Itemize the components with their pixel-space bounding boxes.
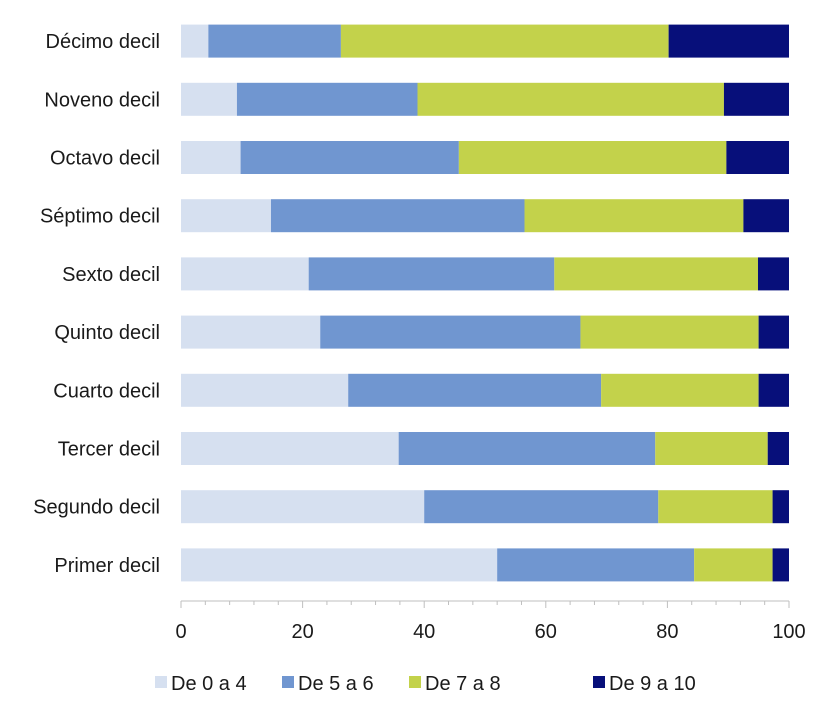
bar-segment	[668, 24, 789, 58]
bar-segment	[181, 199, 271, 233]
bar-segment	[772, 548, 789, 582]
bar-segment	[270, 199, 525, 233]
legend: De 0 a 4 De 5 a 6 De 7 a 8 De 9 a 10	[155, 673, 696, 695]
legend-label: De 9 a 10	[609, 673, 696, 695]
legend-item: De 7 a 8	[409, 673, 501, 695]
bar-segment	[723, 82, 789, 116]
legend-item: De 0 a 4	[155, 673, 247, 695]
bar-segment	[497, 548, 695, 582]
bar-segment	[524, 199, 744, 233]
bar-segment	[181, 432, 399, 465]
bar-segment	[240, 141, 459, 174]
x-tick-label: 60	[535, 621, 557, 643]
bar-segment	[340, 24, 669, 58]
bar-segment	[743, 199, 789, 233]
category-label: Décimo decil	[46, 31, 160, 53]
category-label: Séptimo decil	[40, 206, 160, 228]
category-label: Segundo decil	[33, 497, 160, 519]
bar-segment	[601, 373, 759, 407]
bar-segment	[758, 373, 789, 407]
legend-swatch	[409, 676, 421, 688]
bar-segment	[694, 548, 773, 582]
x-tick-label: 0	[175, 621, 186, 643]
bar-segment	[655, 432, 768, 465]
x-tick-label: 40	[413, 621, 435, 643]
bar-segment	[772, 490, 789, 524]
bar-segment	[181, 490, 425, 524]
x-axis: 0 20 40 60 80 100	[175, 600, 806, 643]
bar-segment	[726, 141, 789, 174]
bar-segment	[181, 82, 237, 116]
bar-segment	[580, 315, 759, 349]
category-label: Tercer decil	[58, 439, 160, 461]
bar-segment	[208, 24, 341, 58]
bar-segment	[348, 373, 602, 407]
bar-segment	[767, 432, 789, 465]
legend-label: De 5 a 6	[298, 673, 374, 695]
bar-segment	[758, 315, 789, 349]
bar-segment	[181, 24, 209, 58]
legend-item: De 9 a 10	[593, 673, 696, 695]
bars-area	[181, 24, 789, 582]
bar-segment	[398, 432, 656, 465]
x-tick-label: 20	[291, 621, 313, 643]
legend-label: De 7 a 8	[425, 673, 501, 695]
x-tick-label: 100	[772, 621, 805, 643]
category-label: Quinto decil	[54, 322, 160, 344]
bar-segment	[424, 490, 659, 524]
bar-segment	[554, 257, 758, 291]
legend-swatch	[155, 676, 167, 688]
bar-segment	[181, 548, 498, 582]
bar-segment	[757, 257, 789, 291]
bar-segment	[417, 82, 724, 116]
bar-segment	[181, 141, 241, 174]
bar-segment	[658, 490, 773, 524]
legend-swatch	[282, 676, 294, 688]
category-label: Sexto decil	[62, 264, 160, 286]
category-label: Cuarto decil	[53, 380, 160, 402]
bar-segment	[308, 257, 555, 291]
category-label: Noveno decil	[44, 89, 160, 111]
category-label: Primer decil	[54, 555, 160, 577]
category-labels: Décimo decil Noveno decil Octavo decil Sépt…	[33, 31, 160, 577]
bar-segment	[181, 373, 349, 407]
legend-item: De 5 a 6	[282, 673, 374, 695]
bar-segment	[458, 141, 727, 174]
category-label: Octavo decil	[50, 148, 160, 170]
x-tick-label: 80	[656, 621, 678, 643]
bar-segment	[320, 315, 581, 349]
legend-label: De 0 a 4	[171, 673, 247, 695]
bar-segment	[236, 82, 418, 116]
bar-segment	[181, 257, 309, 291]
bar-segment	[181, 315, 321, 349]
legend-swatch	[593, 676, 605, 688]
